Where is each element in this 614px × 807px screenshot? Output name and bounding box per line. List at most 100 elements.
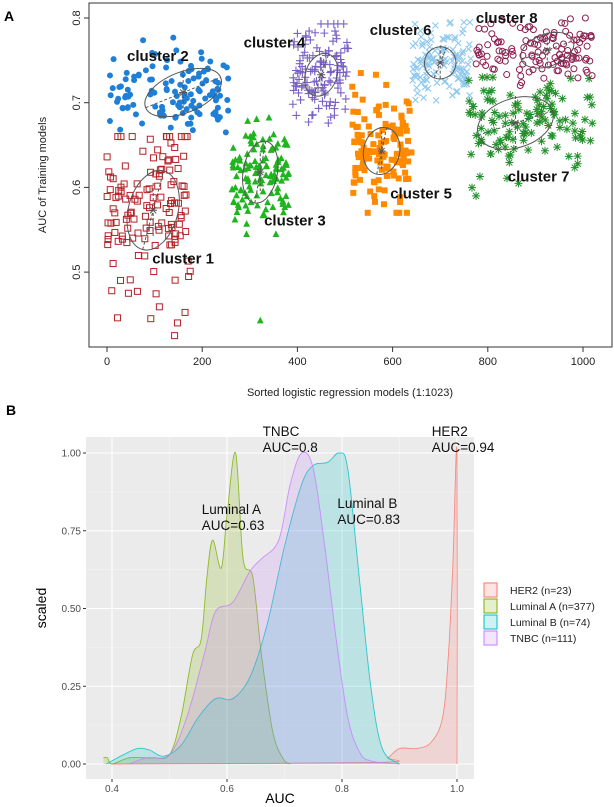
x-tick-label: 1.0: [450, 784, 464, 795]
data-point: [588, 72, 596, 80]
data-point: [477, 112, 486, 121]
data-point: [487, 86, 496, 95]
data-point: [503, 71, 511, 79]
data-point: [274, 184, 282, 192]
plot-frame: [88, 2, 613, 348]
data-point: [375, 186, 382, 193]
data-point: [466, 91, 474, 99]
cluster-4: [288, 19, 353, 128]
data-point: [122, 76, 129, 83]
data-point: [184, 257, 192, 265]
data-point: [493, 39, 501, 47]
data-point: [129, 234, 137, 242]
data-point: [338, 61, 347, 70]
data-point: [566, 31, 574, 39]
data-point: [467, 55, 475, 62]
data-point: [325, 76, 334, 85]
data-point: [229, 144, 237, 151]
data-point: [214, 116, 221, 123]
data-point: [543, 83, 552, 92]
data-point: [117, 188, 125, 196]
data-point: [544, 121, 553, 130]
data-point: [324, 119, 333, 128]
data-point: [104, 235, 112, 243]
data-point: [537, 113, 546, 122]
data-point: [561, 19, 569, 27]
data-point: [350, 189, 357, 196]
data-point: [405, 158, 412, 165]
cluster-7: [464, 73, 597, 200]
legend-label: Luminal A (n=377): [510, 601, 595, 613]
data-point: [282, 140, 289, 148]
data-point: [131, 77, 138, 84]
data-point: [540, 74, 548, 82]
data-point: [393, 150, 400, 157]
data-point: [114, 133, 122, 141]
data-point: [484, 41, 492, 49]
data-point: [182, 228, 190, 236]
data-point: [496, 138, 505, 147]
data-point: [247, 186, 255, 193]
data-point: [342, 38, 351, 47]
data-point: [250, 129, 258, 137]
data-point: [141, 252, 149, 260]
data-point: [505, 158, 514, 167]
data-point: [455, 57, 463, 65]
data-point: [513, 123, 522, 132]
data-point: [457, 65, 465, 73]
data-point: [295, 75, 304, 84]
data-point: [440, 62, 448, 69]
data-point: [165, 232, 173, 240]
cluster-1: [103, 133, 194, 340]
data-point: [580, 115, 589, 124]
data-point: [225, 75, 232, 82]
data-point: [332, 51, 341, 60]
data-point: [243, 230, 250, 237]
density-area-3: [129, 452, 400, 764]
data-point: [498, 47, 506, 55]
y-tick-label: 0.25: [62, 682, 82, 693]
data-point: [253, 115, 261, 123]
data-point: [466, 18, 474, 26]
data-point: [167, 241, 175, 249]
data-point: [519, 60, 527, 68]
data-point: [390, 172, 397, 179]
data-point: [474, 139, 483, 148]
data-point: [547, 131, 556, 140]
data-point: [549, 108, 558, 117]
data-point: [294, 42, 303, 51]
data-point: [242, 132, 250, 139]
data-point: [366, 155, 373, 162]
data-point: [164, 224, 172, 232]
x-tick-label: 600: [383, 356, 401, 368]
data-point: [330, 27, 339, 36]
data-point: [487, 20, 495, 28]
data-point: [295, 56, 304, 65]
data-point: [164, 57, 171, 64]
data-point: [308, 110, 317, 119]
data-point: [449, 70, 456, 78]
annotation-text: Luminal A: [202, 502, 261, 517]
data-point: [417, 27, 424, 35]
data-point: [502, 49, 510, 57]
data-point: [465, 108, 474, 117]
data-point: [328, 37, 337, 46]
data-point: [142, 67, 149, 74]
ellipse-major-axis: [478, 110, 553, 136]
data-point: [572, 54, 580, 62]
x-tick-label: 0.6: [220, 784, 234, 795]
data-point: [486, 149, 495, 158]
data-point: [182, 191, 190, 199]
data-point: [566, 74, 575, 83]
data-point: [110, 56, 117, 63]
data-point: [256, 316, 264, 324]
data-point: [253, 191, 261, 199]
data-point: [267, 146, 275, 153]
cluster-center-marker: [149, 206, 158, 214]
data-point: [107, 173, 115, 181]
data-point: [442, 58, 450, 66]
data-point: [427, 36, 435, 44]
data-point: [167, 124, 174, 131]
data-point: [536, 87, 545, 96]
data-point: [109, 205, 117, 213]
